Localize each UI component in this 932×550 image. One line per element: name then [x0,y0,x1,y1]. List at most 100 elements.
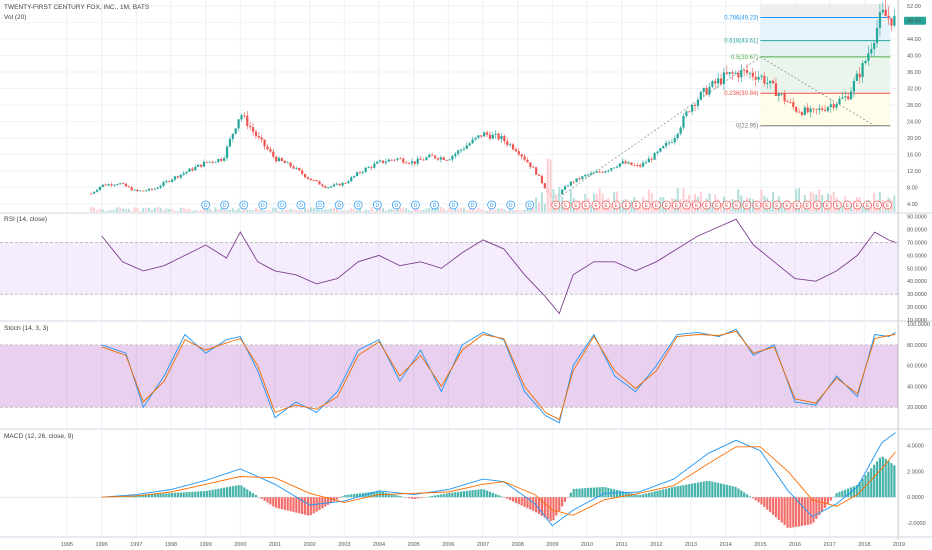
earnings-marker-label: E [785,203,789,209]
volume-bar [312,207,315,212]
macd-histogram-bar [526,497,529,509]
volume-bar [630,200,633,212]
candle-body [237,119,240,129]
volume-label[interactable]: Vol (20) [4,14,27,21]
dividend-marker [258,200,268,210]
macd-histogram-bar [488,491,492,498]
volume-bar [471,207,474,212]
macd-label[interactable]: MACD (12, 26, close, 9) [4,433,74,440]
macd-histogram-bar [728,485,731,498]
macd-histogram-bar [439,494,442,498]
volume-bar [260,207,263,212]
candle-body [494,133,497,135]
macd-histogram-bar [225,487,229,498]
macd-histogram-bar [246,489,249,498]
candle-body [156,187,159,189]
volume-bar [332,207,335,212]
symbol-title[interactable]: TWENTY-FIRST CENTURY FOX, INC., 1M, BATS [4,4,150,11]
candle-body [353,175,356,178]
volume-bar [639,204,642,212]
volume-bar [737,189,740,212]
candle-body [182,173,185,175]
candle-body [682,115,685,128]
macd-histogram-bar [410,497,414,499]
macd-histogram-bar [719,483,723,498]
volume-bar [535,197,538,212]
volume-bar [240,210,243,212]
x-tick-label: 2017 [824,542,836,548]
volume-bar [185,209,188,212]
candle-body [589,173,593,175]
x-tick-label: 2000 [234,542,246,548]
earnings-marker [571,200,581,210]
dividend-marker-label: D [490,203,494,209]
indicator-tick-label: 80.0000 [907,343,927,349]
macd-histogram-bar [748,496,752,498]
macd-histogram-bar [641,494,645,498]
volume-bar [318,210,321,212]
macd-histogram-bar [197,491,200,498]
candle-body [497,133,500,140]
x-tick-label: 2001 [269,542,281,548]
candle-body [223,157,226,161]
candle-body [159,185,162,188]
candle-body [644,162,648,164]
volume-bar [772,191,775,212]
volume-bar [436,207,439,212]
macd-histogram-bar [774,497,778,518]
candle-body [240,115,243,120]
oscillator-band [0,344,898,408]
candle-body [728,72,731,74]
macd-histogram-bar [445,493,448,498]
macd-histogram-bar [532,497,535,511]
candle-body [699,91,702,100]
earnings-marker [611,200,621,210]
macd-histogram-bar [393,494,396,498]
macd-histogram-bar [217,488,220,498]
volume-bar [676,188,679,212]
volume-bar [150,209,153,212]
candle-body [471,139,474,144]
macd-histogram-bar [350,494,353,498]
candle-body [786,101,789,103]
candle-body [670,142,674,143]
macd-histogram-bar [847,488,850,498]
candle-body [624,161,627,164]
dividend-marker-label: D [452,203,456,209]
candle-body [662,146,665,149]
fib-zone [760,40,891,57]
macd-histogram-bar [234,485,237,498]
earnings-marker-label: E [816,203,820,209]
earnings-marker-label: E [856,203,860,209]
candle-body [321,184,324,187]
macd-histogram-bar [370,491,373,498]
price-tick-label: 20.00 [907,136,921,142]
candle-body [468,143,471,146]
macd-histogram-bar [329,497,333,504]
earnings-marker [782,200,792,210]
macd-histogram-bar [223,487,226,498]
macd-histogram-bar [387,493,390,498]
macd-histogram-bar [249,491,252,498]
stoch-label[interactable]: Stoch (14, 3, 3) [4,325,49,332]
macd-histogram-bar [468,490,471,498]
volume-bar [474,209,477,212]
volume-bar [347,210,350,212]
volume-bar [237,208,240,212]
candle-body [575,178,578,183]
volume-bar [252,210,255,212]
candle-body [220,158,223,161]
x-tick-label: 2018 [858,542,870,548]
candle-body [783,93,786,102]
macd-histogram-bar [875,461,879,498]
earnings-marker-label: E [625,203,629,209]
candle-body [113,184,116,186]
rsi-label[interactable]: RSI (14, close) [4,216,47,223]
dividend-marker [353,200,363,210]
macd-histogram-bar [618,490,622,498]
dividend-marker-label: D [280,203,284,209]
macd-histogram-bar [558,497,561,512]
macd-histogram-bar [743,492,746,498]
candle-body [211,161,214,163]
